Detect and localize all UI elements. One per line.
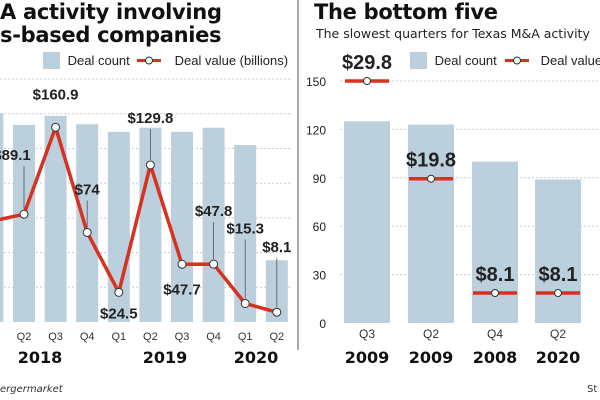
source-left: ergermarket <box>0 384 63 395</box>
data-label-deal-value: $29.8 <box>342 52 392 74</box>
data-label-deal-value: $15.3 <box>226 220 264 237</box>
x-tick-year: 2008 <box>473 348 518 367</box>
bar-deal-count <box>13 124 35 323</box>
bar-swatch-icon <box>43 52 60 70</box>
y-tick-label: 90 <box>313 172 327 186</box>
point-deal-value <box>240 298 250 308</box>
x-tick-quarter: Q4 <box>206 331 221 343</box>
point-deal-value <box>51 122 61 132</box>
x-tick-quarter: Q4 <box>487 327 503 341</box>
x-tick-year: 2019 <box>143 348 188 367</box>
data-label-deal-value: $160.9 <box>33 86 79 103</box>
legend-label: Deal value (billions) <box>174 53 289 69</box>
line-deal-value <box>0 125 278 314</box>
panel-divider <box>297 0 299 350</box>
data-label-deal-value: $89.1 <box>0 147 31 164</box>
data-label-deal-value: $47.8 <box>195 203 233 220</box>
line-marker-icon <box>137 56 161 65</box>
data-label-deal-value: $8.1 <box>476 264 515 286</box>
left-title-line-2: s-based companies <box>0 23 222 47</box>
x-tick-quarter: Q1 <box>111 331 126 343</box>
y-tick-label: 30 <box>313 269 327 283</box>
bar-deal-count <box>234 145 257 322</box>
legend-label: Deal value ( <box>540 53 600 69</box>
bar-deal-count <box>472 161 518 323</box>
left-chart-title: A activity involving s-based companies <box>0 1 222 47</box>
x-tick-quarter: Q2 <box>17 331 32 343</box>
bar-deal-count <box>535 179 581 323</box>
right-chart-title: The bottom five <box>314 0 498 24</box>
y-tick-label: 150 <box>306 75 326 89</box>
data-label-deal-value: $19.8 <box>406 150 456 172</box>
data-label-deal-value: $129.8 <box>127 110 173 127</box>
point-deal-value <box>554 289 562 297</box>
x-tick-quarter: Q1 <box>238 331 253 343</box>
right-chart-subtitle: The slowest quarters for Texas M&A activ… <box>316 26 590 41</box>
data-label-deal-value: $8.1 <box>539 264 578 286</box>
x-tick-year: 2020 <box>536 348 581 367</box>
bar-deal-count <box>408 124 454 323</box>
point-deal-value <box>491 289 499 297</box>
x-tick-quarter: Q2 <box>269 331 284 343</box>
point-deal-value <box>209 259 219 269</box>
x-tick-year: 2020 <box>234 348 279 367</box>
bar-deal-count <box>171 131 193 322</box>
x-tick-quarter: Q3 <box>175 331 190 343</box>
x-tick-quarter: Q4 <box>80 331 95 343</box>
right-legend-bar: Deal count <box>410 52 497 70</box>
bar-deal-count <box>344 121 390 323</box>
point-deal-value <box>19 209 29 219</box>
legend-label: Deal count <box>67 53 130 69</box>
data-label-deal-value: $74 <box>75 181 101 198</box>
y-tick-label: 0 <box>319 317 326 331</box>
left-legend-bar: Deal count <box>43 52 130 70</box>
data-label-deal-value: $24.5 <box>100 305 138 322</box>
point-deal-value <box>145 160 155 170</box>
x-tick-quarter: Q2 <box>550 327 566 341</box>
x-tick-year: 2009 <box>345 348 390 367</box>
right-legend-line: Deal value ( <box>505 52 600 69</box>
x-tick-year: 2018 <box>18 348 63 367</box>
x-tick-quarter: Q3 <box>48 331 63 343</box>
point-deal-value <box>272 307 282 317</box>
legend-label: Deal count <box>434 53 497 69</box>
point-deal-value <box>427 174 435 183</box>
left-title-line-1: A activity involving <box>0 0 222 24</box>
point-deal-value <box>114 287 124 297</box>
source-right: St <box>587 384 598 395</box>
line-marker-icon <box>505 56 529 65</box>
x-tick-quarter: Q3 <box>359 327 375 341</box>
data-label-deal-value: $8.1 <box>262 239 291 256</box>
x-tick-quarter: Q2 <box>423 327 439 341</box>
bar-deal-count <box>139 127 162 323</box>
data-label-deal-value: $47.7 <box>163 281 201 298</box>
x-tick-year: 2009 <box>409 348 454 367</box>
y-tick-label: 60 <box>313 220 327 234</box>
bar-deal-count <box>44 115 67 323</box>
left-legend-line: Deal value (billions) <box>137 52 288 69</box>
bar-swatch-icon <box>410 52 427 70</box>
y-tick-label: 120 <box>306 123 326 137</box>
point-deal-value <box>363 76 371 85</box>
x-tick-quarter: Q2 <box>143 331 158 343</box>
point-deal-value <box>177 259 187 269</box>
point-deal-value <box>82 227 92 237</box>
